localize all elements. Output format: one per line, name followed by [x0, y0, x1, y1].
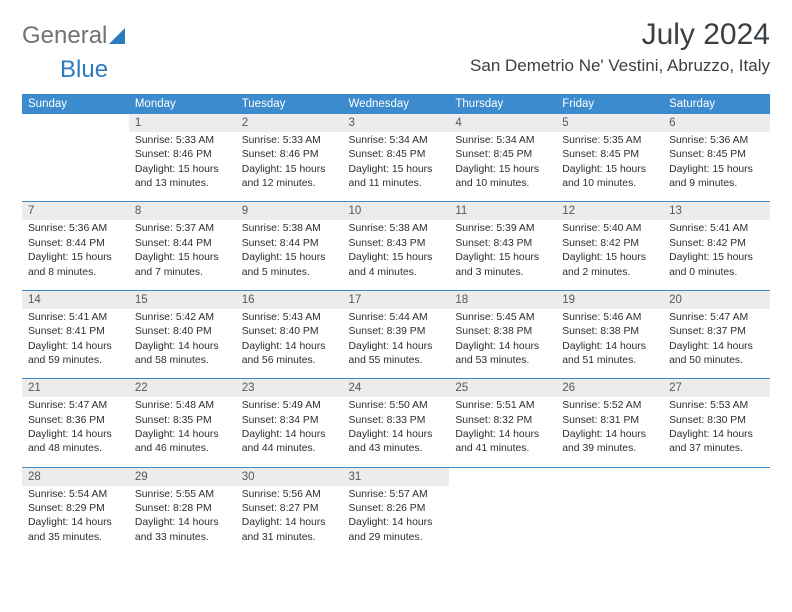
day-number-cell: 21 [22, 379, 129, 397]
day-number-cell [663, 468, 770, 486]
daynum-row: 123456 [22, 114, 770, 132]
dow-sun: Sunday [22, 94, 129, 114]
brand-logo: General [22, 22, 125, 50]
day-detail-cell: Sunrise: 5:36 AMSunset: 8:45 PMDaylight:… [663, 132, 770, 202]
day-number-cell: 2 [236, 114, 343, 132]
dow-wed: Wednesday [343, 94, 450, 114]
day-number-cell: 9 [236, 202, 343, 220]
day-number-cell: 28 [22, 468, 129, 486]
day-detail-cell: Sunrise: 5:45 AMSunset: 8:38 PMDaylight:… [449, 309, 556, 379]
day-number-cell: 25 [449, 379, 556, 397]
day-detail-cell: Sunrise: 5:41 AMSunset: 8:41 PMDaylight:… [22, 309, 129, 379]
month-title: July 2024 [470, 18, 770, 52]
day-number-cell: 10 [343, 202, 450, 220]
day-detail-cell: Sunrise: 5:42 AMSunset: 8:40 PMDaylight:… [129, 309, 236, 379]
day-detail-cell: Sunrise: 5:55 AMSunset: 8:28 PMDaylight:… [129, 486, 236, 555]
brand-text-1: General [22, 22, 107, 50]
day-detail-cell: Sunrise: 5:47 AMSunset: 8:37 PMDaylight:… [663, 309, 770, 379]
day-detail-cell [556, 486, 663, 555]
brand-triangle-icon [109, 28, 125, 44]
day-detail-cell: Sunrise: 5:47 AMSunset: 8:36 PMDaylight:… [22, 397, 129, 467]
day-detail-cell: Sunrise: 5:52 AMSunset: 8:31 PMDaylight:… [556, 397, 663, 467]
day-detail-cell: Sunrise: 5:37 AMSunset: 8:44 PMDaylight:… [129, 220, 236, 290]
day-detail-cell: Sunrise: 5:53 AMSunset: 8:30 PMDaylight:… [663, 397, 770, 467]
day-detail-cell: Sunrise: 5:38 AMSunset: 8:43 PMDaylight:… [343, 220, 450, 290]
day-number-cell: 16 [236, 291, 343, 309]
day-number-cell: 15 [129, 291, 236, 309]
day-detail-cell: Sunrise: 5:41 AMSunset: 8:42 PMDaylight:… [663, 220, 770, 290]
dow-tue: Tuesday [236, 94, 343, 114]
day-number-cell: 1 [129, 114, 236, 132]
day-number-cell: 5 [556, 114, 663, 132]
daynum-row: 14151617181920 [22, 291, 770, 309]
detail-row: Sunrise: 5:47 AMSunset: 8:36 PMDaylight:… [22, 397, 770, 467]
day-number-cell: 20 [663, 291, 770, 309]
day-number-cell [22, 114, 129, 132]
daynum-row: 28293031 [22, 468, 770, 486]
day-number-cell [556, 468, 663, 486]
day-detail-cell: Sunrise: 5:40 AMSunset: 8:42 PMDaylight:… [556, 220, 663, 290]
day-detail-cell: Sunrise: 5:51 AMSunset: 8:32 PMDaylight:… [449, 397, 556, 467]
day-number-cell: 12 [556, 202, 663, 220]
day-detail-cell: Sunrise: 5:43 AMSunset: 8:40 PMDaylight:… [236, 309, 343, 379]
day-number-cell: 18 [449, 291, 556, 309]
day-detail-cell [449, 486, 556, 555]
day-detail-cell: Sunrise: 5:34 AMSunset: 8:45 PMDaylight:… [449, 132, 556, 202]
day-detail-cell: Sunrise: 5:36 AMSunset: 8:44 PMDaylight:… [22, 220, 129, 290]
day-detail-cell: Sunrise: 5:44 AMSunset: 8:39 PMDaylight:… [343, 309, 450, 379]
day-number-cell: 3 [343, 114, 450, 132]
dow-mon: Monday [129, 94, 236, 114]
day-number-cell: 8 [129, 202, 236, 220]
day-number-cell: 31 [343, 468, 450, 486]
daynum-row: 21222324252627 [22, 379, 770, 397]
day-detail-cell: Sunrise: 5:57 AMSunset: 8:26 PMDaylight:… [343, 486, 450, 555]
day-number-cell: 29 [129, 468, 236, 486]
day-detail-cell [22, 132, 129, 202]
day-number-cell: 7 [22, 202, 129, 220]
dow-fri: Friday [556, 94, 663, 114]
detail-row: Sunrise: 5:54 AMSunset: 8:29 PMDaylight:… [22, 486, 770, 555]
day-detail-cell: Sunrise: 5:56 AMSunset: 8:27 PMDaylight:… [236, 486, 343, 555]
day-number-cell: 4 [449, 114, 556, 132]
dow-sat: Saturday [663, 94, 770, 114]
day-number-cell: 13 [663, 202, 770, 220]
day-number-cell: 14 [22, 291, 129, 309]
brand-text-2: Blue [60, 56, 108, 83]
day-detail-cell: Sunrise: 5:50 AMSunset: 8:33 PMDaylight:… [343, 397, 450, 467]
day-detail-cell: Sunrise: 5:54 AMSunset: 8:29 PMDaylight:… [22, 486, 129, 555]
day-number-cell: 19 [556, 291, 663, 309]
day-detail-cell: Sunrise: 5:38 AMSunset: 8:44 PMDaylight:… [236, 220, 343, 290]
calendar-table: Sunday Monday Tuesday Wednesday Thursday… [22, 94, 770, 555]
day-number-cell: 22 [129, 379, 236, 397]
day-number-cell: 17 [343, 291, 450, 309]
day-detail-cell: Sunrise: 5:34 AMSunset: 8:45 PMDaylight:… [343, 132, 450, 202]
daynum-row: 78910111213 [22, 202, 770, 220]
dow-thu: Thursday [449, 94, 556, 114]
day-detail-cell: Sunrise: 5:33 AMSunset: 8:46 PMDaylight:… [236, 132, 343, 202]
day-number-cell: 27 [663, 379, 770, 397]
day-number-cell: 30 [236, 468, 343, 486]
day-detail-cell [663, 486, 770, 555]
day-detail-cell: Sunrise: 5:46 AMSunset: 8:38 PMDaylight:… [556, 309, 663, 379]
detail-row: Sunrise: 5:36 AMSunset: 8:44 PMDaylight:… [22, 220, 770, 290]
day-number-cell: 23 [236, 379, 343, 397]
location-subtitle: San Demetrio Ne' Vestini, Abruzzo, Italy [470, 56, 770, 76]
day-detail-cell: Sunrise: 5:49 AMSunset: 8:34 PMDaylight:… [236, 397, 343, 467]
day-number-cell: 26 [556, 379, 663, 397]
detail-row: Sunrise: 5:33 AMSunset: 8:46 PMDaylight:… [22, 132, 770, 202]
day-detail-cell: Sunrise: 5:39 AMSunset: 8:43 PMDaylight:… [449, 220, 556, 290]
day-detail-cell: Sunrise: 5:48 AMSunset: 8:35 PMDaylight:… [129, 397, 236, 467]
day-number-cell: 11 [449, 202, 556, 220]
detail-row: Sunrise: 5:41 AMSunset: 8:41 PMDaylight:… [22, 309, 770, 379]
day-number-cell [449, 468, 556, 486]
day-number-cell: 24 [343, 379, 450, 397]
dow-header-row: Sunday Monday Tuesday Wednesday Thursday… [22, 94, 770, 114]
day-number-cell: 6 [663, 114, 770, 132]
day-detail-cell: Sunrise: 5:33 AMSunset: 8:46 PMDaylight:… [129, 132, 236, 202]
day-detail-cell: Sunrise: 5:35 AMSunset: 8:45 PMDaylight:… [556, 132, 663, 202]
